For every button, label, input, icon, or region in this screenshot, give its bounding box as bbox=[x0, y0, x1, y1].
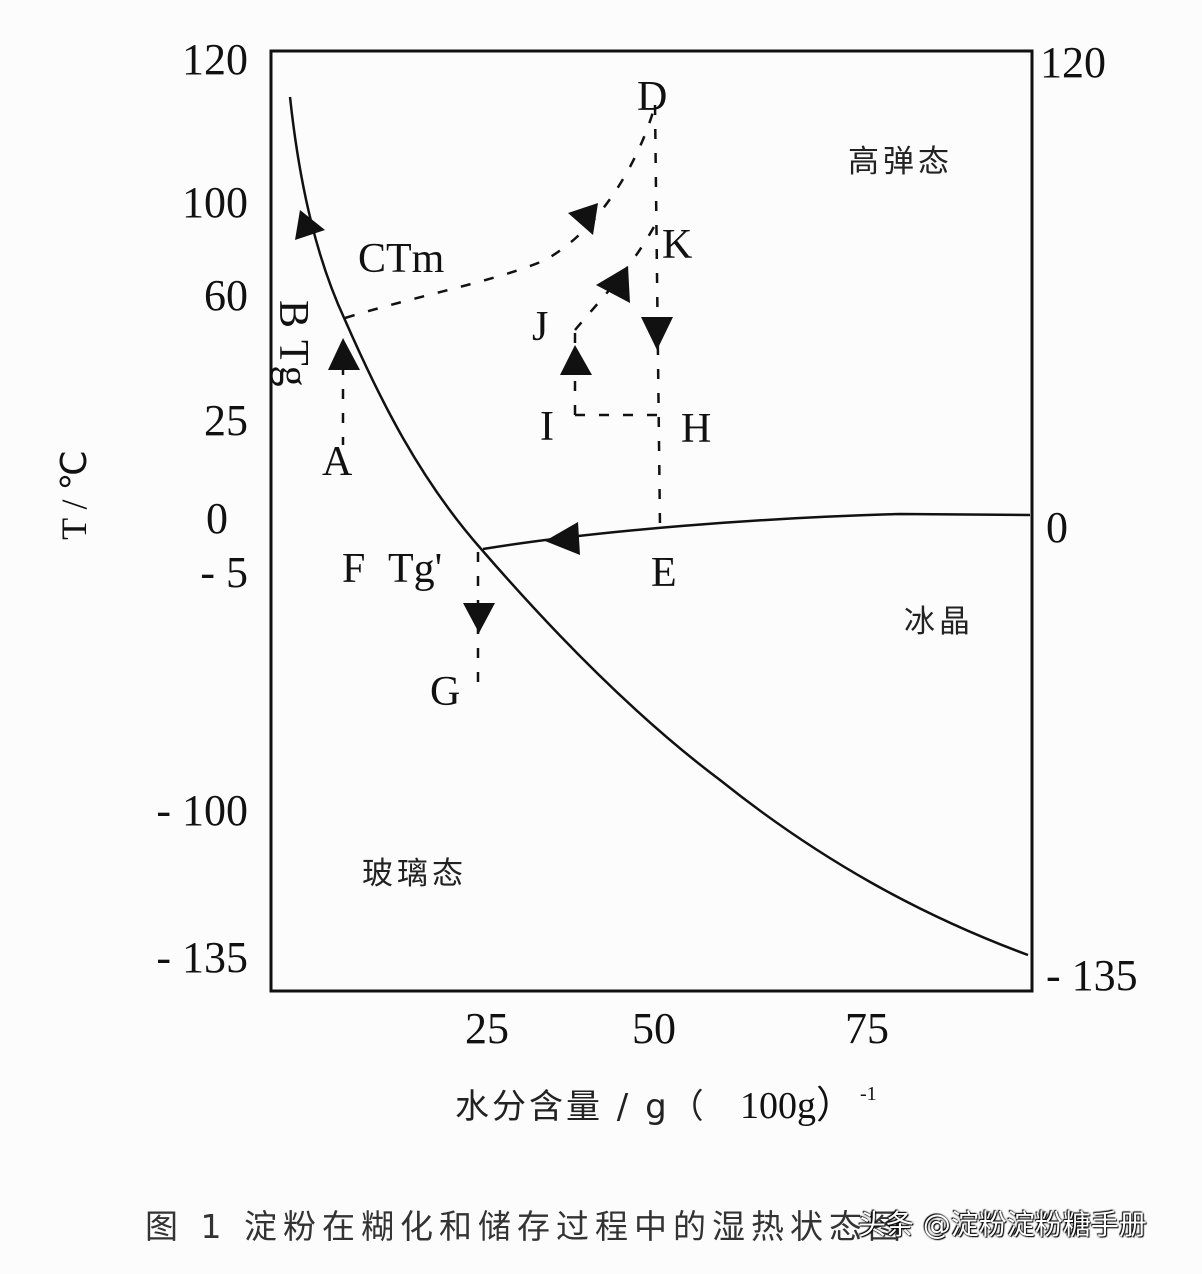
region-glassy-label: 玻璃态 bbox=[362, 856, 467, 892]
arrow-ctm-icon bbox=[568, 203, 598, 235]
region-rubbery-label: 高弹态 bbox=[848, 144, 953, 180]
label-f: F bbox=[342, 546, 365, 592]
y-tick-100: 100 bbox=[182, 178, 248, 227]
x-label-exponent: -1 bbox=[860, 1083, 877, 1105]
label-ctm: CTm bbox=[358, 236, 445, 282]
label-a: A bbox=[322, 439, 353, 485]
x-axis-ticks: 25 50 75 bbox=[465, 1004, 889, 1053]
arrowheads bbox=[295, 203, 673, 633]
watermark: 头条 @淀粉淀粉糖手册 bbox=[858, 1208, 1147, 1241]
y-tick-60: 60 bbox=[204, 271, 248, 320]
label-tg-prime: Tg' bbox=[388, 546, 442, 592]
arrow-up-ab-icon bbox=[328, 338, 360, 370]
process-paths bbox=[341, 104, 662, 685]
arrow-jk-icon bbox=[596, 266, 630, 303]
label-d: D bbox=[637, 74, 667, 120]
figure-caption: 图 1 淀粉在糊化和储存过程中的湿热状态图 bbox=[145, 1207, 907, 1246]
y-tick-120: 120 bbox=[182, 35, 248, 84]
tg-curve bbox=[288, 96, 1029, 957]
label-g: G bbox=[430, 669, 460, 715]
y-tick-minus5: - 5 bbox=[200, 548, 248, 597]
arrow-ij-icon bbox=[560, 345, 592, 375]
y-right-tick-minus135: - 135 bbox=[1046, 951, 1138, 1000]
tm-curve bbox=[482, 512, 1031, 551]
y-axis-label: T / ℃ bbox=[54, 450, 94, 540]
x-label-unit: 100g） bbox=[740, 1085, 854, 1127]
point-labels: D K CTm J I H A B Tg F Tg' E G bbox=[270, 74, 711, 715]
ctm-dashed-path bbox=[344, 104, 657, 320]
label-e: E bbox=[651, 550, 677, 596]
label-k: K bbox=[662, 222, 692, 268]
x-tick-50: 50 bbox=[632, 1004, 676, 1053]
y-tick-0: 0 bbox=[206, 494, 228, 543]
x-tick-25: 25 bbox=[465, 1004, 509, 1053]
label-i: I bbox=[540, 404, 554, 450]
arrow-down-fg-icon bbox=[463, 603, 495, 633]
y-tick-minus135: - 135 bbox=[156, 933, 248, 982]
label-tg: Tg bbox=[270, 340, 316, 387]
label-h: H bbox=[681, 406, 711, 452]
label-j: J bbox=[532, 304, 548, 350]
y-tick-minus100: - 100 bbox=[156, 786, 248, 835]
x-tick-75: 75 bbox=[845, 1004, 889, 1053]
y-tick-25: 25 bbox=[204, 396, 248, 445]
arrow-up-tg-icon bbox=[295, 210, 325, 240]
plot-frame bbox=[269, 49, 1034, 993]
arrow-left-ef-icon bbox=[545, 522, 580, 555]
arrow-down-dk-icon bbox=[641, 317, 673, 350]
d-to-e-dashed-path bbox=[653, 104, 662, 528]
y-axis-left-ticks: 120 100 60 25 0 - 5 - 100 - 135 bbox=[156, 35, 248, 982]
y-right-tick-0: 0 bbox=[1046, 503, 1068, 552]
y-right-tick-120: 120 bbox=[1040, 38, 1106, 87]
region-ice-label: 冰晶 bbox=[904, 604, 974, 640]
y-axis-right-ticks: 120 0 - 135 bbox=[1040, 38, 1138, 1000]
x-axis-label: 水分含量 / g（ 100g） -1 bbox=[455, 1083, 877, 1127]
x-label-text: 水分含量 / g（ bbox=[455, 1087, 707, 1127]
label-b: B bbox=[270, 300, 316, 328]
